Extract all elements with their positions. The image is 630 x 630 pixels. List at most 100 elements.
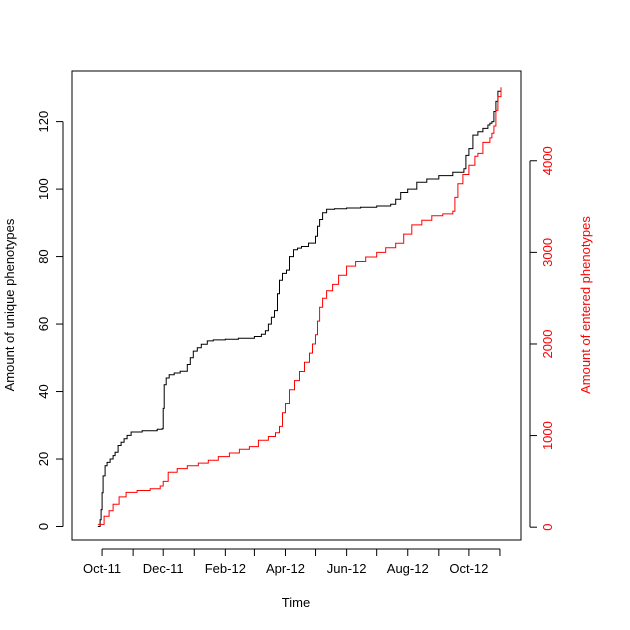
data-point-entered (495, 110, 497, 111)
data-point-unique (161, 428, 163, 430)
y-right-tick-label: 1000 (540, 421, 555, 450)
data-point-unique (376, 205, 378, 207)
data-point-entered (332, 284, 333, 285)
data-point-entered (282, 412, 283, 414)
data-point-unique (186, 364, 188, 365)
data-point-entered (275, 432, 276, 434)
axes: Oct-11 Dec-11 Feb-12 Apr-12 Jun-12 Aug-12 Oct-… (36, 70, 555, 576)
data-point-unique (97, 526, 99, 527)
data-point-entered (489, 137, 491, 139)
data-point-unique (126, 435, 128, 436)
data-point-unique (319, 219, 320, 220)
x-tick-label: Oct-12 (449, 561, 488, 576)
data-point-entered (482, 142, 484, 143)
data-point-entered (229, 452, 230, 454)
data-point-unique (100, 509, 102, 510)
data-point-entered (355, 261, 356, 262)
data-point-unique (346, 207, 347, 209)
data-point-entered (304, 361, 305, 363)
data-point-entered (108, 510, 110, 512)
data-point-unique (99, 519, 101, 521)
data-point-entered (491, 132, 493, 134)
y-left-tick-label: 40 (36, 384, 51, 398)
series-line-unique (98, 87, 502, 527)
data-point-unique (130, 431, 132, 433)
data-point-entered (285, 403, 286, 404)
y-left-tick-label: 100 (36, 178, 51, 200)
data-point-entered (125, 492, 127, 493)
data-point-unique (317, 225, 318, 227)
data-point-unique (120, 441, 122, 443)
data-point-entered (477, 153, 479, 154)
data-point-entered (207, 459, 209, 461)
data-point-unique (261, 333, 262, 335)
data-point-entered (493, 125, 495, 127)
data-point-unique (301, 246, 302, 247)
data-point-entered (454, 197, 456, 198)
data-point-unique (173, 372, 175, 374)
y-axis-label-right: Amount of entered phenotypes (578, 216, 593, 394)
data-point-unique (438, 175, 440, 177)
data-point-entered (442, 213, 444, 215)
y-right-tick-label: 4000 (540, 146, 555, 175)
data-point-unique (102, 475, 104, 477)
data-point-entered (457, 183, 459, 185)
data-point-entered (497, 96, 499, 97)
data-point-unique (168, 374, 170, 376)
data-point-unique (400, 192, 402, 193)
data-point-entered (186, 465, 188, 467)
data-point-entered (217, 456, 219, 457)
data-point-entered (322, 297, 323, 299)
data-point-entered (299, 371, 300, 372)
data-point-unique (206, 340, 208, 342)
data-point-entered (268, 436, 269, 437)
data-point-entered (136, 490, 138, 491)
data-point-unique (254, 336, 255, 337)
data-point-entered (462, 174, 464, 175)
data-point-entered (395, 242, 397, 244)
data-point-unique (163, 384, 165, 386)
data-point-entered (317, 320, 318, 322)
data-point-unique (482, 127, 484, 129)
data-point-unique (452, 171, 454, 173)
y-left-tick-label: 120 (36, 111, 51, 133)
data-point-unique (468, 148, 470, 150)
y-right-tick-label: 3000 (540, 238, 555, 267)
x-tick-label: Apr-12 (266, 561, 305, 576)
data-point-entered (309, 352, 310, 354)
data-point-unique (315, 235, 316, 237)
data-point-unique (465, 155, 467, 156)
series-line-entered (98, 87, 502, 525)
data-point-unique (271, 316, 272, 318)
data-point-entered (159, 485, 161, 487)
data-point-unique (109, 458, 111, 460)
data-point-unique (279, 279, 280, 281)
data-point-entered (403, 233, 405, 235)
data-point-entered (97, 524, 99, 525)
data-point-unique (334, 208, 335, 210)
data-point-entered (149, 488, 151, 490)
x-tick-label: Aug-12 (387, 561, 429, 576)
x-tick-label: Dec-11 (143, 561, 184, 576)
x-tick-label: Jun-12 (327, 561, 367, 576)
data-point-entered (365, 256, 367, 258)
data-point-unique (395, 198, 397, 200)
data-point-entered (258, 439, 259, 441)
data-point-unique (407, 188, 409, 190)
data-point-entered (176, 468, 178, 469)
data-point-entered (239, 448, 240, 450)
data-point-entered (468, 164, 470, 166)
data-point-entered (118, 496, 120, 498)
data-point-entered (289, 389, 290, 391)
data-point-unique (162, 408, 164, 409)
data-point-unique (293, 249, 294, 251)
data-point-entered (249, 446, 250, 447)
data-point-unique (123, 438, 125, 440)
data-point-unique (141, 430, 143, 432)
data-point-unique (212, 339, 214, 341)
x-tick-label: Feb-12 (205, 561, 246, 576)
data-point-unique (106, 462, 108, 463)
y-axis-label-left: Amount of unique phenotypes (2, 218, 17, 391)
y-right-tick-label: 2000 (540, 330, 555, 359)
